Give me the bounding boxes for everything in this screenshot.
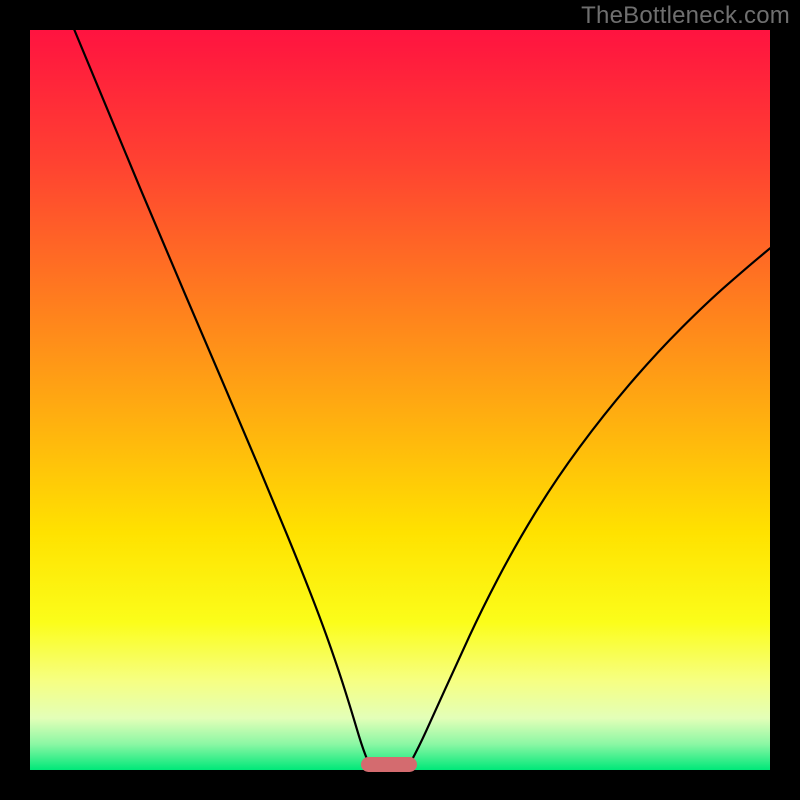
watermark-text: TheBottleneck.com — [581, 2, 790, 30]
bottleneck-marker — [361, 757, 417, 772]
chart-container: TheBottleneck.com — [0, 0, 800, 800]
plot-background — [30, 30, 770, 770]
bottleneck-chart — [0, 0, 800, 800]
